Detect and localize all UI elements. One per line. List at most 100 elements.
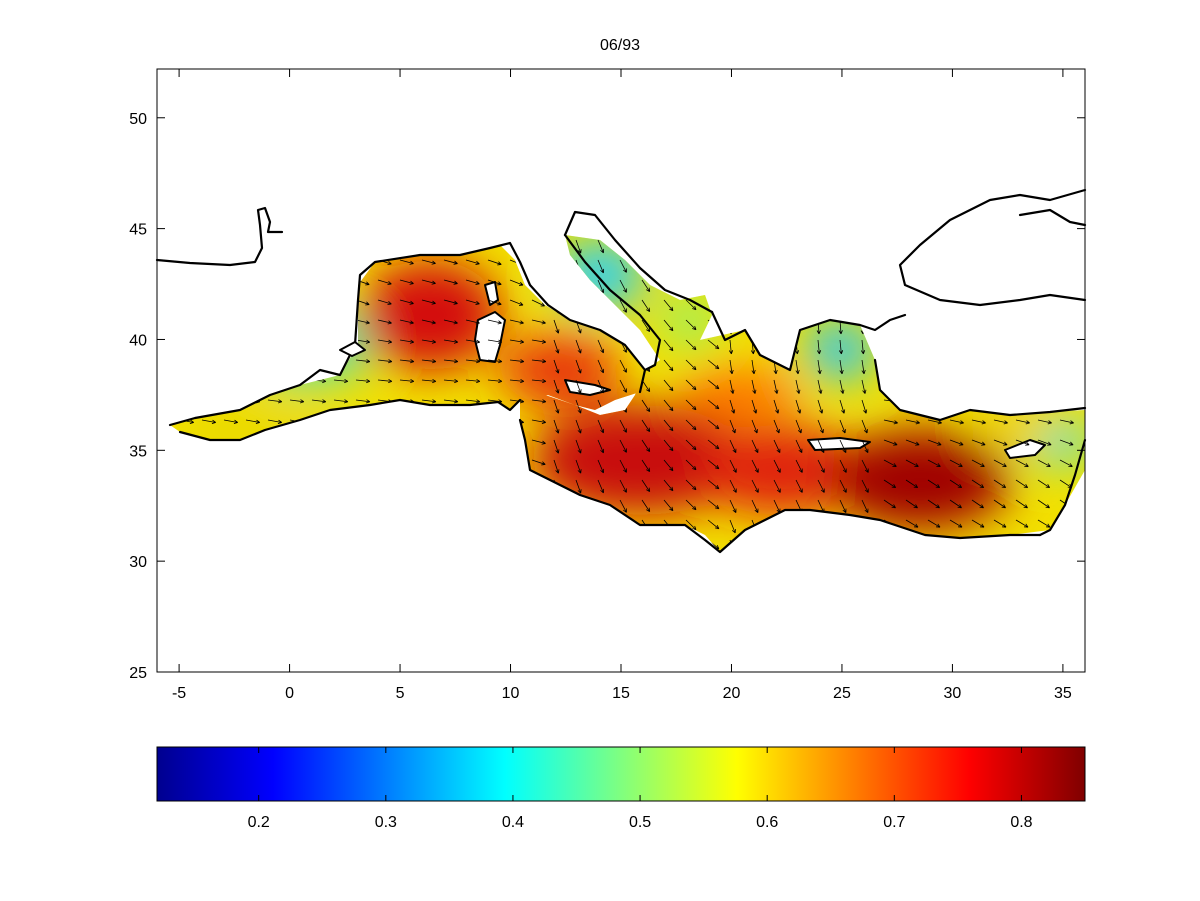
vector-arrow <box>663 539 674 552</box>
vector-arrow <box>355 339 371 344</box>
vector-arrow <box>597 379 605 394</box>
vector-arrow <box>751 239 757 254</box>
vector-arrow <box>311 339 327 344</box>
vector-arrow <box>597 299 605 314</box>
vector-arrow <box>839 439 847 454</box>
vector-arrow <box>772 339 778 355</box>
vector-arrow <box>795 419 802 434</box>
vector-arrow <box>443 459 458 466</box>
vector-arrow <box>553 539 560 552</box>
vector-arrow <box>289 539 304 546</box>
vector-arrow <box>971 259 985 269</box>
vector-arrow <box>971 419 986 425</box>
vector-arrow <box>1037 439 1052 446</box>
vector-arrow <box>223 279 235 290</box>
vector-arrow <box>267 459 282 466</box>
vector-arrow <box>619 479 627 493</box>
vector-arrow <box>905 399 921 404</box>
vector-arrow <box>487 319 502 325</box>
vector-arrow <box>465 359 481 364</box>
vector-arrow <box>355 399 371 404</box>
vector-arrow <box>795 519 802 534</box>
field-blob <box>680 370 800 420</box>
vector-arrow <box>751 479 759 493</box>
field-blob <box>170 410 330 450</box>
vector-arrow <box>377 299 392 306</box>
field-blob <box>805 320 875 380</box>
vector-arrow <box>179 299 190 311</box>
vector-arrow <box>267 239 280 249</box>
vector-arrow <box>377 339 393 344</box>
vector-arrow <box>267 378 283 384</box>
vector-arrow <box>443 399 459 404</box>
vector-arrow <box>927 359 943 364</box>
vector-arrow <box>949 259 963 269</box>
colorbar-gradient <box>156 746 1086 802</box>
vector-arrow <box>179 319 194 325</box>
vector-arrow <box>685 419 697 431</box>
vector-arrow <box>729 359 734 375</box>
map-axes: -5 0 5 10 15 20 25 30 35 25 30 35 40 45 50 <box>129 68 1087 702</box>
vector-arrow <box>311 419 327 424</box>
vector-arrow <box>905 239 919 247</box>
vector-arrow <box>223 499 238 507</box>
field-blob <box>830 430 1010 530</box>
vector-arrow <box>245 279 258 290</box>
vector-arrow <box>839 259 844 275</box>
vector-arrow <box>201 399 217 404</box>
vector-arrow <box>817 399 824 414</box>
vector-arrow <box>311 519 326 526</box>
vector-arrow <box>421 399 437 404</box>
vector-arrow <box>905 439 920 446</box>
vector-arrow <box>839 359 844 375</box>
vector-arrow <box>641 419 651 433</box>
vector-arrow <box>861 239 867 254</box>
vector-arrow <box>333 399 349 404</box>
vector-arrow <box>1037 239 1051 247</box>
vector-arrow <box>179 499 194 507</box>
y-tick-label: 25 <box>129 665 147 682</box>
vector-arrow <box>245 299 258 310</box>
vector-arrow <box>949 279 962 289</box>
vector-arrow <box>487 279 502 286</box>
vector-arrow <box>905 299 919 308</box>
vector-arrow <box>575 539 582 552</box>
vector-arrow <box>487 259 502 266</box>
vector-arrow <box>838 339 844 355</box>
vector-arrow <box>597 259 605 274</box>
vector-arrow <box>443 279 458 285</box>
vector-arrow <box>223 339 239 344</box>
vector-arrow <box>223 359 239 364</box>
vector-arrow <box>839 279 844 295</box>
vector-arrow <box>619 539 627 552</box>
y-tick-label: 40 <box>129 332 147 349</box>
vector-arrow <box>267 419 283 424</box>
vector-arrow <box>751 419 758 434</box>
vector-arrow <box>509 399 525 404</box>
vector-arrow <box>245 519 260 526</box>
vector-arrow <box>509 378 525 384</box>
vector-arrow <box>728 319 733 335</box>
vector-arrow <box>839 399 846 414</box>
vector-arrow <box>1037 459 1051 467</box>
vector-arrow <box>993 279 1006 289</box>
vector-arrow <box>1015 319 1030 327</box>
vector-arrow <box>509 479 524 486</box>
vector-arrow <box>707 519 720 530</box>
vector-arrow <box>443 539 458 546</box>
vector-arrow <box>245 459 260 466</box>
vector-arrow <box>794 319 799 335</box>
vector-arrow <box>465 539 480 546</box>
vector-arrow <box>597 359 605 374</box>
vector-arrow <box>267 259 280 269</box>
coast-black-sea <box>898 188 1087 307</box>
vector-arrow <box>861 499 869 513</box>
vector-arrow <box>531 378 547 384</box>
vector-arrow <box>729 419 736 434</box>
vector-arrow <box>861 359 866 375</box>
vector-arrow <box>663 459 674 472</box>
vector-arrow <box>641 539 651 552</box>
vector-arrow <box>311 479 326 486</box>
vector-arrow <box>575 459 582 474</box>
y-tick-label: 45 <box>129 222 147 239</box>
